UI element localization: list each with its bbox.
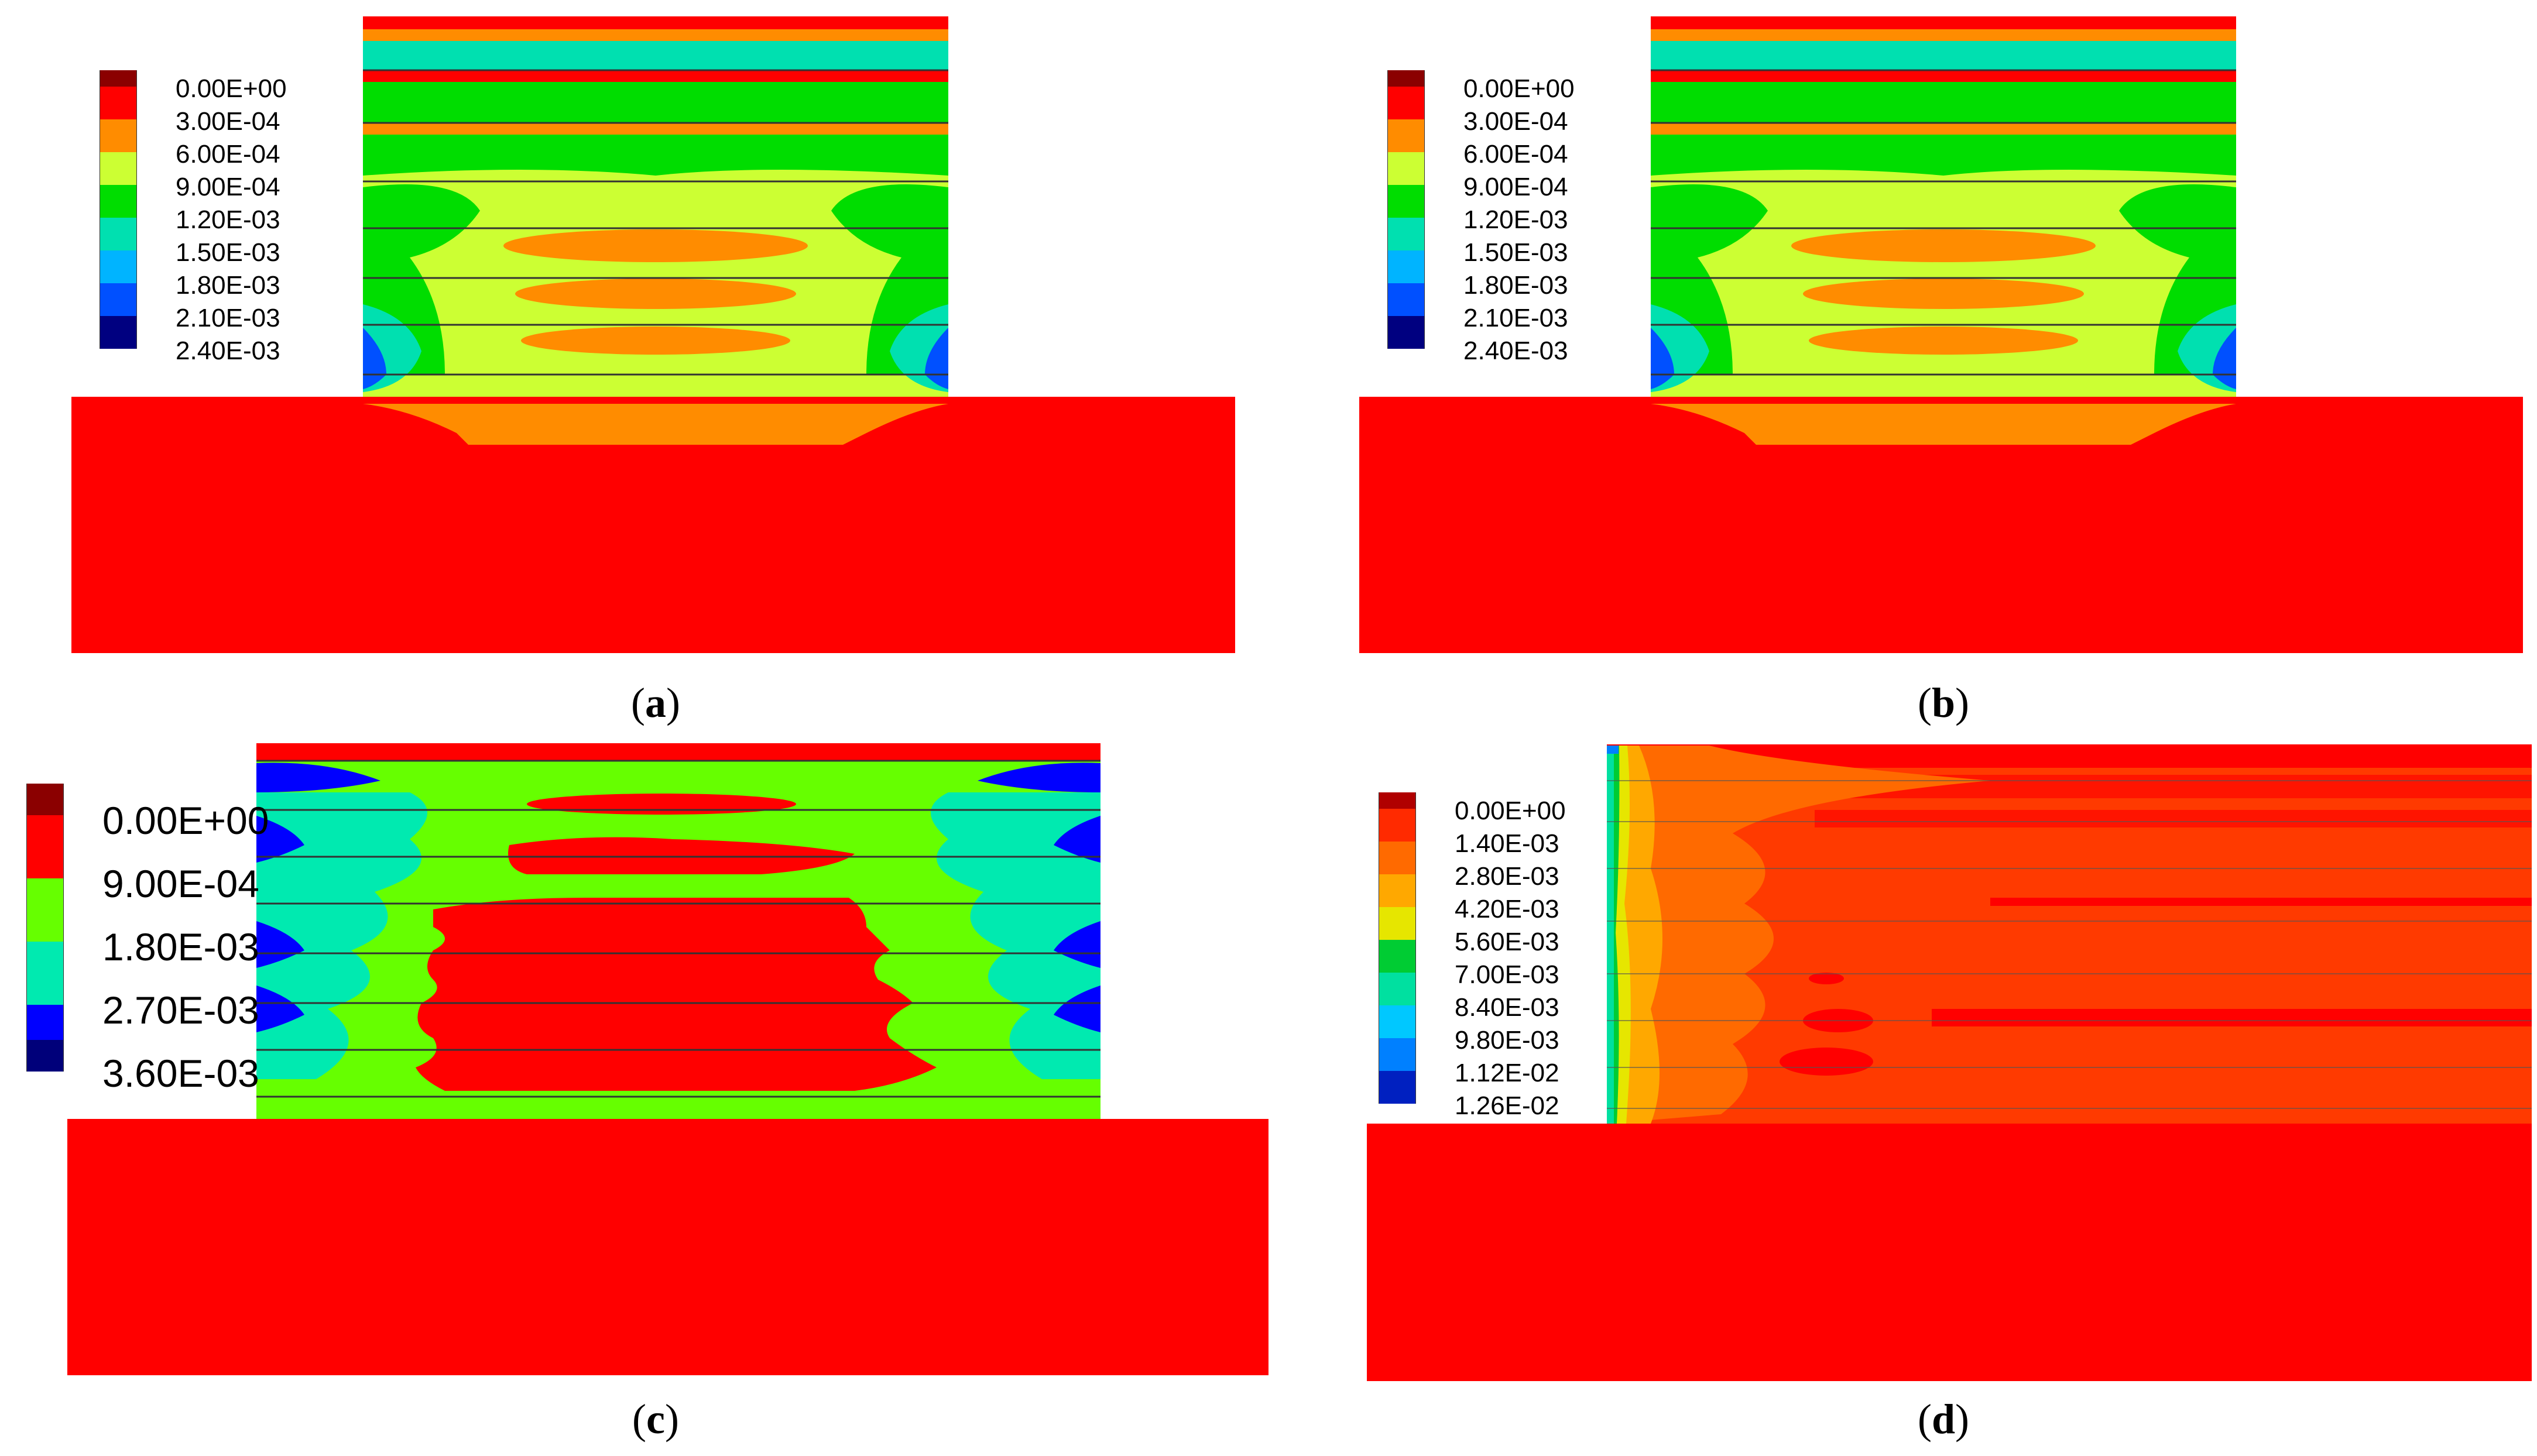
panel-c: 0.00E+00 9.00E-04 1.80E-03 2.70E-03 3.60… (0, 728, 1268, 1456)
legend-label: 3.00E-04 (176, 107, 280, 136)
legend-label: 1.20E-03 (1463, 205, 1568, 234)
legend-label: 7.00E-03 (1455, 960, 1559, 989)
legend-label: 2.80E-03 (1455, 862, 1559, 891)
legend-label: 2.10E-03 (1463, 304, 1568, 332)
legend-label: 0.00E+00 (1463, 74, 1575, 103)
legend-label: 1.20E-03 (176, 205, 280, 234)
legend-label: 2.70E-03 (102, 988, 259, 1032)
legend-label: 1.80E-03 (176, 271, 280, 300)
contour-plot-c (67, 743, 1268, 1375)
legend-label: 9.00E-04 (102, 862, 259, 905)
panel-b: 0.00E+00 3.00E-04 6.00E-04 9.00E-04 1.20… (1288, 0, 2537, 728)
legend-label: 6.00E-04 (1463, 140, 1568, 169)
legend-label: 3.00E-04 (1463, 107, 1568, 136)
legend-label: 1.80E-03 (102, 925, 259, 969)
caption-d: (d) (1917, 1396, 1970, 1443)
legend-label: 0.00E+00 (176, 74, 287, 103)
legend-label: 1.26E-02 (1455, 1091, 1559, 1120)
legend-label: 9.00E-04 (1463, 173, 1568, 201)
caption-c: (c) (632, 1396, 679, 1443)
contour-plot-b (1359, 16, 2523, 653)
legend-label: 5.60E-03 (1455, 928, 1559, 956)
legend-label: 3.60E-03 (102, 1052, 259, 1095)
caption-b: (b) (1917, 679, 1970, 726)
legend-label: 0.00E+00 (1455, 796, 1566, 825)
contour-plot-a (71, 16, 1235, 653)
legend-label: 4.20E-03 (1455, 895, 1559, 923)
legend-label: 1.50E-03 (176, 238, 280, 267)
legend-label: 1.12E-02 (1455, 1059, 1559, 1087)
legend-label: 1.40E-03 (1455, 829, 1559, 858)
legend-label: 2.40E-03 (176, 336, 280, 365)
panel-d: 0.00E+00 1.40E-03 2.80E-03 4.20E-03 5.60… (1288, 728, 2537, 1456)
legend-label: 1.50E-03 (1463, 238, 1568, 267)
panel-a: 0.00E+00 3.00E-04 6.00E-04 9.00E-04 1.20… (0, 0, 1268, 728)
legend-label: 2.10E-03 (176, 304, 280, 332)
legend-label: 9.80E-03 (1455, 1026, 1559, 1055)
legend-label: 2.40E-03 (1463, 336, 1568, 365)
legend-label: 9.00E-04 (176, 173, 280, 201)
legend-label: 6.00E-04 (176, 140, 280, 169)
legend-label: 8.40E-03 (1455, 993, 1559, 1022)
legend-label: 0.00E+00 (102, 799, 269, 842)
legend-label: 1.80E-03 (1463, 271, 1568, 300)
contour-plot-d (1367, 744, 2532, 1381)
caption-a: (a) (631, 679, 680, 726)
